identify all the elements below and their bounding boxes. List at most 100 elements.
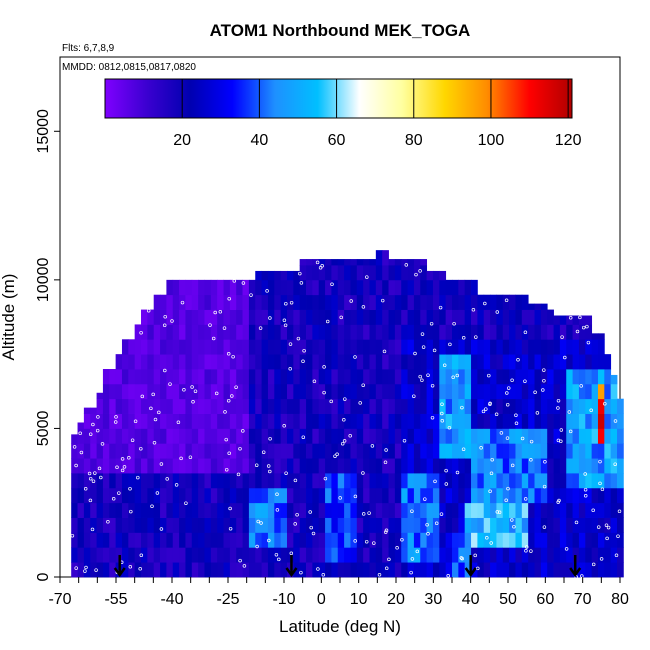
heatmap-cell: [325, 369, 332, 385]
heatmap-cell: [420, 413, 428, 429]
heatmap-cell: [515, 369, 523, 385]
heatmap-cell: [331, 339, 339, 355]
heatmap-cell: [185, 294, 193, 310]
heatmap-cell: [337, 562, 345, 578]
heatmap-cell: [242, 339, 250, 355]
heatmap-cell: [578, 428, 586, 444]
heatmap-cell: [198, 547, 205, 563]
heatmap-cell: [179, 279, 186, 296]
heatmap-cell: [566, 487, 573, 504]
heatmap-cell: [578, 458, 586, 474]
heatmap-cell: [591, 369, 599, 385]
heatmap-cell: [344, 354, 351, 370]
heatmap-cell: [280, 458, 288, 474]
heatmap-cell: [71, 473, 78, 489]
heatmap-cell: [160, 354, 167, 370]
heatmap-cell: [198, 339, 205, 355]
sample-point: [580, 574, 584, 578]
heatmap-cell: [267, 443, 275, 459]
heatmap-cell: [274, 279, 282, 296]
heatmap-cell: [566, 315, 573, 325]
sample-point: [529, 549, 533, 553]
heatmap-cells: [70, 250, 624, 579]
sample-point: [520, 436, 525, 441]
heatmap-cell: [350, 413, 358, 429]
sample-point: [421, 345, 426, 349]
heatmap-cell: [388, 487, 396, 504]
heatmap-cell: [166, 413, 174, 429]
heatmap-cell: [471, 428, 478, 444]
heatmap-cell: [401, 473, 408, 489]
heatmap-cell: [210, 294, 218, 310]
heatmap-cell: [217, 413, 224, 429]
heatmap-cell: [597, 398, 605, 414]
heatmap-cell: [439, 547, 447, 563]
heatmap-cell: [528, 303, 535, 310]
heatmap-cell: [141, 413, 148, 429]
sample-point: [83, 487, 88, 491]
heatmap-cell: [204, 458, 212, 474]
heatmap-cell: [160, 369, 167, 385]
heatmap-cell: [337, 294, 345, 310]
heatmap-cell: [496, 339, 504, 355]
heatmap-cell: [128, 487, 136, 504]
heatmap-cell: [204, 487, 212, 504]
sample-point: [504, 498, 508, 503]
sample-point: [275, 492, 279, 497]
heatmap-cell: [566, 517, 573, 533]
heatmap-cell: [509, 324, 516, 340]
sample-point: [211, 336, 216, 341]
heatmap-cell: [604, 383, 612, 400]
heatmap-cell: [312, 428, 320, 444]
heatmap-cell: [109, 383, 117, 400]
heatmap-cell: [553, 428, 561, 444]
heatmap-cell: [109, 413, 117, 429]
heatmap-cell: [477, 398, 485, 414]
heatmap-cell: [179, 309, 186, 325]
heatmap-cell: [121, 339, 129, 355]
heatmap-cell: [445, 369, 453, 385]
heatmap-cell: [280, 487, 288, 504]
heatmap-cell: [363, 383, 370, 400]
sample-point: [153, 417, 158, 422]
flights-label: Flts: 6,7,8,9: [62, 43, 115, 54]
x-tick-label: -40: [160, 591, 183, 608]
sample-point: [295, 512, 299, 517]
heatmap-cell: [528, 517, 535, 533]
heatmap-cell: [394, 458, 402, 474]
heatmap-cell: [242, 517, 250, 533]
heatmap-cell: [191, 324, 199, 340]
sample-point: [523, 330, 528, 335]
heatmap-cell: [204, 369, 212, 385]
heatmap-cell: [236, 517, 243, 533]
heatmap-cell: [585, 398, 593, 414]
heatmap-cell: [502, 473, 510, 489]
heatmap-cell: [185, 502, 193, 518]
sample-point: [259, 521, 263, 525]
heatmap-cell: [267, 383, 275, 400]
heatmap-cell: [229, 487, 237, 504]
heatmap-cell: [509, 502, 516, 518]
heatmap-cell: [375, 354, 383, 370]
heatmap-cell: [597, 333, 605, 340]
sample-point: [179, 456, 183, 461]
heatmap-cell: [394, 532, 402, 548]
sample-point: [599, 557, 604, 561]
heatmap-cell: [509, 413, 516, 429]
heatmap-cell: [477, 562, 485, 578]
heatmap-cell: [509, 428, 516, 444]
sample-point: [230, 394, 234, 398]
heatmap-cell: [490, 458, 497, 474]
heatmap-cell: [509, 309, 516, 325]
heatmap-cell: [572, 532, 580, 548]
heatmap-cell: [413, 532, 421, 548]
heatmap-cell: [172, 428, 180, 444]
heatmap-cell: [248, 294, 256, 310]
heatmap-cell: [559, 547, 567, 563]
heatmap-cell: [420, 369, 428, 385]
heatmap-cell: [363, 294, 370, 310]
heatmap-cell: [566, 383, 573, 400]
heatmap-cell: [591, 383, 599, 400]
sample-point: [574, 520, 579, 525]
heatmap-cell: [185, 279, 193, 296]
